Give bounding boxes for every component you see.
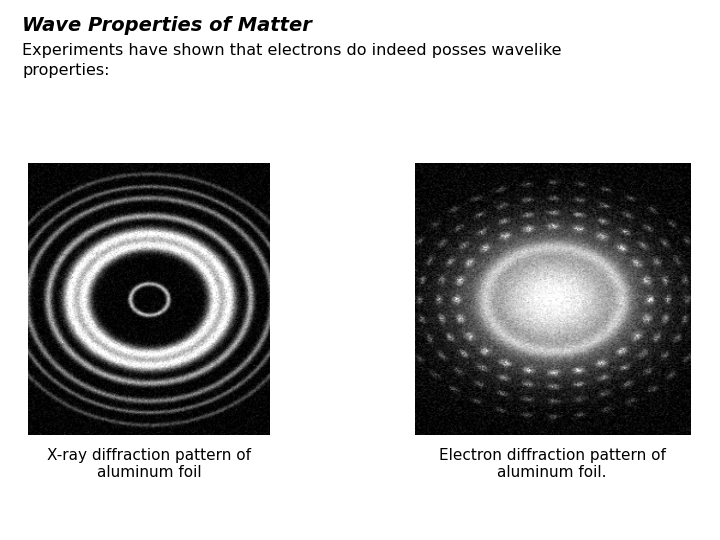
Text: Experiments have shown that electrons do indeed posses wavelike
properties:: Experiments have shown that electrons do…	[22, 43, 562, 78]
Text: X-ray diffraction pattern of
aluminum foil: X-ray diffraction pattern of aluminum fo…	[47, 448, 251, 481]
Text: Electron diffraction pattern of
aluminum foil.: Electron diffraction pattern of aluminum…	[438, 448, 665, 481]
Text: Wave Properties of Matter: Wave Properties of Matter	[22, 16, 312, 35]
